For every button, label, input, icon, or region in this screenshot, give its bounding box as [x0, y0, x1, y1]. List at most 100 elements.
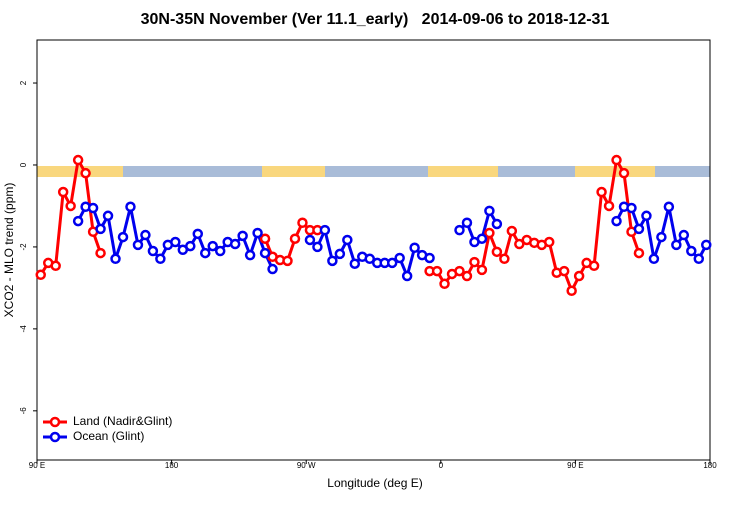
data-point: [72, 154, 84, 166]
data-point: [200, 247, 211, 259]
data-point: [678, 229, 690, 241]
x-axis-label: Longitude (deg E): [327, 476, 422, 490]
y-axis-label: XCO2 - MLO trend (ppm): [2, 183, 16, 318]
data-point: [588, 260, 600, 272]
data-point: [252, 227, 263, 239]
data-point: [297, 217, 308, 229]
data-point: [454, 265, 465, 277]
data-point: [491, 246, 503, 258]
data-point: [633, 223, 645, 235]
land-ocean-strip: [37, 166, 710, 177]
data-point: [125, 201, 136, 213]
data-point: [312, 241, 323, 253]
data-point: [656, 231, 667, 243]
data-point: [319, 224, 331, 236]
y-tick-label: 2: [19, 80, 28, 85]
data-point: [663, 201, 675, 213]
data-point: [327, 255, 338, 267]
data-point: [207, 240, 218, 252]
data-point: [95, 223, 106, 235]
data-point: [439, 278, 450, 290]
data-point: [641, 210, 652, 222]
y-tick-label: -6: [19, 407, 28, 415]
data-point: [573, 270, 585, 282]
data-point: [155, 253, 166, 265]
data-point: [693, 253, 705, 265]
data-point: [282, 255, 293, 267]
x-tick-label: 180: [165, 461, 179, 470]
data-point: [147, 245, 159, 257]
data-point: [431, 265, 443, 277]
data-point: [686, 245, 697, 257]
land-band: [428, 166, 498, 177]
data-point: [618, 167, 630, 179]
legend-marker: [49, 416, 61, 428]
data-point: [214, 245, 226, 257]
data-point: [566, 285, 577, 297]
data-point: [50, 260, 61, 272]
legend-label: Ocean (Glint): [73, 429, 144, 443]
data-point: [491, 218, 503, 230]
data-point: [289, 233, 301, 244]
data-point: [626, 202, 637, 214]
legend: Land (Nadir&Glint)Ocean (Glint): [43, 414, 172, 443]
x-tick-label: 90 E: [29, 461, 45, 470]
y-tick-label: 0: [19, 162, 28, 167]
y-tick-label: -4: [19, 325, 28, 333]
data-point: [543, 236, 555, 248]
data-point: [424, 252, 435, 264]
x-tick-label: 180: [703, 461, 717, 470]
data-point: [65, 200, 76, 212]
data-point: [57, 186, 69, 198]
data-point: [596, 186, 607, 198]
data-point: [334, 248, 346, 260]
legend-label: Land (Nadir&Glint): [73, 414, 172, 428]
data-point: [514, 238, 525, 250]
data-point: [611, 215, 622, 227]
data-point: [461, 270, 473, 282]
data-point: [401, 270, 413, 282]
data-point: [110, 253, 121, 265]
series-line: [39, 155, 641, 295]
data-point: [259, 233, 271, 244]
legend-marker: [49, 431, 61, 443]
data-point: [611, 154, 622, 166]
data-point: [349, 258, 361, 269]
data-point: [476, 233, 488, 244]
chart-title: 30N-35N November (Ver 11.1_early) 2014-0…: [141, 11, 610, 28]
data-point: [117, 231, 129, 243]
data-point: [72, 215, 84, 227]
data-point: [35, 269, 46, 281]
x-tick-label: 90 E: [567, 461, 583, 470]
data-point: [185, 240, 196, 252]
data-point: [170, 236, 181, 248]
data-point: [80, 167, 91, 179]
data-point: [102, 210, 114, 222]
data-point: [342, 234, 353, 246]
land-band: [262, 166, 325, 177]
data-point: [484, 205, 495, 217]
data-point: [506, 225, 518, 237]
plot-frame: [36, 39, 711, 461]
data-point: [671, 239, 682, 251]
data-point: [364, 253, 376, 265]
data-point: [229, 238, 241, 250]
data-point: [267, 263, 278, 275]
data-point: [237, 230, 248, 242]
data-point: [394, 252, 405, 264]
data-point: [461, 217, 473, 229]
data-point: [499, 253, 510, 265]
data-point: [633, 247, 645, 259]
data-point: [409, 242, 420, 253]
data-point: [304, 234, 316, 246]
data-point: [132, 239, 144, 251]
data-point: [140, 229, 151, 241]
data-point: [484, 227, 495, 239]
data-point: [192, 228, 204, 240]
data-point: [87, 202, 99, 214]
x-tick-label: 90 W: [297, 461, 316, 470]
data-point: [701, 239, 712, 251]
ocean-band: [37, 166, 710, 177]
data-point: [648, 253, 660, 265]
